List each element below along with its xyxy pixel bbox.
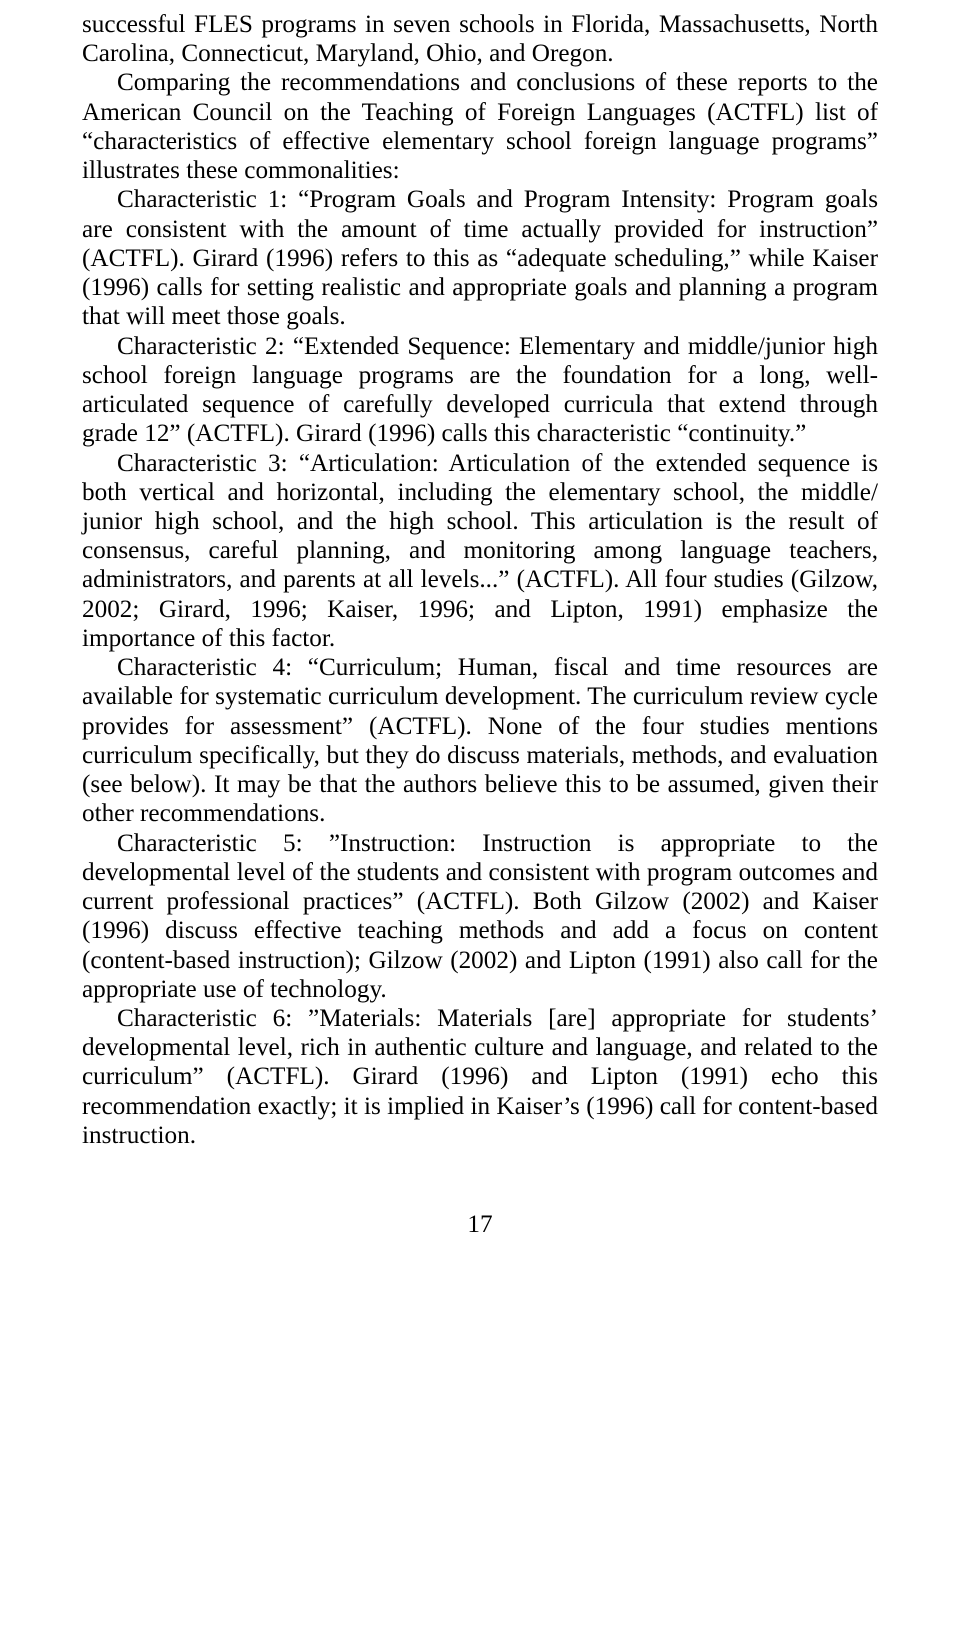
paragraph: Characteristic 2: “Extended Sequence: El…: [82, 332, 878, 449]
paragraph: Characteristic 3: “Articulation: Articul…: [82, 449, 878, 654]
paragraph: Characteristic 6: ”Materials: Materials …: [82, 1004, 878, 1150]
document-page: successful FLES programs in seven school…: [0, 0, 960, 1640]
paragraph: Characteristic 5: ”Instruction: Instruct…: [82, 829, 878, 1004]
paragraph: Characteristic 4: “Curriculum; Human, fi…: [82, 653, 878, 828]
paragraph: Comparing the recommendations and conclu…: [82, 68, 878, 185]
paragraph: Characteristic 1: “Program Goals and Pro…: [82, 185, 878, 331]
page-number: 17: [82, 1210, 878, 1239]
paragraph: successful FLES programs in seven school…: [82, 10, 878, 68]
